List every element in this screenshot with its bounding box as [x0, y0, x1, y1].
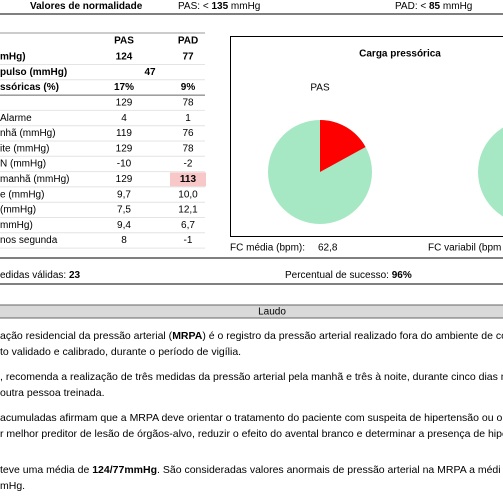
text-segment: 96%: [392, 270, 412, 281]
row-label: (mmHg): [0, 205, 36, 216]
text-segment: mHg.: [0, 480, 25, 492]
cell: 12,1: [178, 205, 198, 216]
cell: 124: [116, 52, 133, 63]
cell: 17%: [114, 82, 134, 93]
text-segment: Percentual de sucesso:: [285, 270, 392, 281]
cell: 4: [121, 113, 127, 124]
text-line: PAS: < 135 mmHg: [178, 1, 260, 12]
cell: 1: [185, 113, 191, 124]
text-line: teve uma média de 124/77mmHg. São consid…: [0, 464, 501, 476]
cell: 9,7: [117, 189, 131, 200]
text-segment: Valores de normalidade: [30, 1, 143, 12]
text-segment: r melhor preditor de lesão de órgãos-alv…: [0, 428, 503, 440]
text-segment: outra pessoa treinada.: [0, 387, 105, 399]
cell: 47: [144, 67, 156, 78]
fc-value: 62,8: [318, 243, 338, 254]
row-label: ssóricas (%): [0, 82, 59, 93]
paragraphs: ação residencial da pressão arterial (MR…: [0, 330, 503, 492]
fc-label: FC variabil (bpm: [428, 243, 501, 254]
text-segment: acumuladas afirmam que a MRPA deve orien…: [0, 412, 503, 424]
row-label: mHg): [0, 52, 26, 63]
laudo-band: [0, 305, 503, 318]
cell: 129: [116, 98, 133, 109]
text-segment: mmHg: [440, 1, 472, 12]
column-header: PAS: [114, 36, 134, 47]
cell: 7,5: [117, 205, 131, 216]
pie-label: PAS: [310, 83, 330, 94]
text-segment: teve uma média de: [0, 464, 92, 476]
text-segment: 135: [211, 1, 228, 12]
cell: 119: [116, 128, 132, 139]
row-label: manhã (mmHg): [0, 174, 69, 185]
row-label: mmHg): [0, 220, 33, 231]
text-line: PAD: < 85 mmHg: [395, 1, 472, 12]
cell: 6,7: [181, 220, 195, 231]
text-line: ação residencial da pressão arterial (MR…: [0, 330, 503, 342]
row-label: nos segunda: [0, 235, 58, 246]
row-label: pulso (mmHg): [0, 67, 67, 78]
text-segment: , recomenda a realização de três medidas…: [0, 371, 503, 383]
text-line: mHg.: [0, 480, 25, 492]
text-line: to validado e calibrado, durante o perío…: [0, 346, 241, 358]
fc-label: FC média (bpm):: [230, 243, 305, 254]
cell: -2: [184, 159, 193, 170]
cell: -1: [184, 235, 193, 246]
column-header: PAD: [178, 36, 198, 47]
text-segment: 124/77mmHg: [92, 464, 157, 476]
row-label: ite (mmHg): [0, 143, 49, 154]
row-label: N (mmHg): [0, 159, 46, 170]
text-segment: 23: [69, 270, 81, 281]
cell: -10: [117, 159, 132, 170]
cell: 77: [182, 52, 194, 63]
chart-box: [230, 36, 503, 237]
pie-base: [478, 127, 503, 217]
cell: 8: [121, 235, 127, 246]
text-segment: PAS: <: [178, 1, 211, 12]
row-label: nhã (mmHg): [0, 128, 56, 139]
cell: 9%: [181, 82, 196, 93]
chart-title: Carga pressórica: [359, 49, 441, 60]
text-line: Valores de normalidade: [30, 1, 143, 12]
text-segment: MRPA: [172, 330, 203, 342]
text-segment: . São consideradas valores anormais de p…: [157, 464, 501, 476]
text-segment: PAD: <: [395, 1, 429, 12]
cell: 78: [182, 143, 194, 154]
cell: 129: [116, 143, 133, 154]
text-line: outra pessoa treinada.: [0, 387, 105, 399]
row-label: e (mmHg): [0, 189, 44, 200]
cell: 10,0: [178, 189, 198, 200]
text-line: Percentual de sucesso: 96%: [285, 270, 412, 281]
text-line: r melhor preditor de lesão de órgãos-alv…: [0, 428, 503, 440]
cell: 76: [182, 128, 194, 139]
text-segment: edidas válidas:: [0, 270, 69, 281]
cell: 78: [182, 98, 194, 109]
pie-slice: [320, 120, 366, 172]
cell: 113: [180, 174, 197, 185]
text-line: edidas válidas: 23: [0, 270, 80, 281]
text-line: acumuladas afirmam que a MRPA deve orien…: [0, 412, 503, 424]
text-segment: mmHg: [228, 1, 260, 12]
text-line: , recomenda a realização de três medidas…: [0, 371, 503, 383]
highlight: [170, 172, 206, 187]
text-segment: to validado e calibrado, durante o perío…: [0, 346, 241, 358]
text-segment: ) é o registro da pressão arterial reali…: [202, 330, 503, 342]
row-label: Alarme: [0, 113, 32, 124]
cell: 129: [116, 174, 133, 185]
text-segment: 85: [429, 1, 441, 12]
text-segment: ação residencial da pressão arterial (: [0, 330, 173, 342]
section-title: Laudo: [258, 307, 286, 318]
cell: 9,4: [117, 220, 131, 231]
